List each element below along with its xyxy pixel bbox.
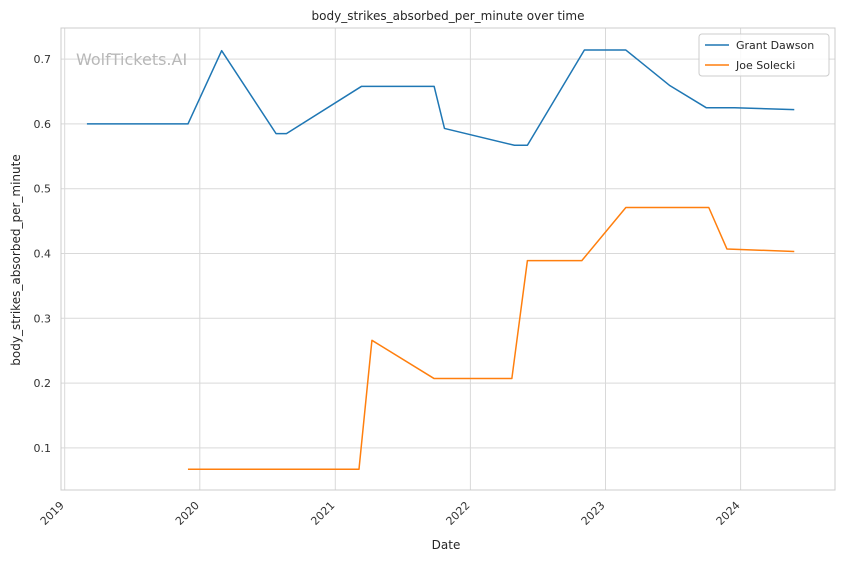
- series-lines: [86, 49, 795, 471]
- series-line-grant-dawson: [86, 49, 795, 147]
- y-tick-label: 0.3: [34, 312, 52, 325]
- y-tick-labels: 0.1 0.2 0.3 0.4 0.5 0.6 0.7: [34, 53, 52, 455]
- chart-title: body_strikes_absorbed_per_minute over ti…: [312, 9, 585, 23]
- y-tick-label: 0.7: [34, 53, 52, 66]
- watermark: WolfTickets.AI: [76, 50, 187, 69]
- series-line-joe-solecki: [187, 206, 795, 471]
- y-tick-label: 0.2: [34, 377, 52, 390]
- y-tick-label: 0.5: [34, 183, 52, 196]
- y-axis-title: body_strikes_absorbed_per_minute: [9, 154, 23, 365]
- y-tick-label: 0.1: [34, 442, 52, 455]
- legend-box: [698, 33, 830, 77]
- plot-area-frame: [60, 27, 836, 491]
- legend: Grant Dawson Joe Solecki: [698, 33, 830, 77]
- legend-label-joe-solecki: Joe Solecki: [735, 59, 795, 72]
- legend-label-grant-dawson: Grant Dawson: [736, 39, 814, 52]
- x-axis-title: Date: [432, 538, 461, 552]
- y-tick-label: 0.4: [34, 247, 52, 260]
- y-tick-label: 0.6: [34, 118, 52, 131]
